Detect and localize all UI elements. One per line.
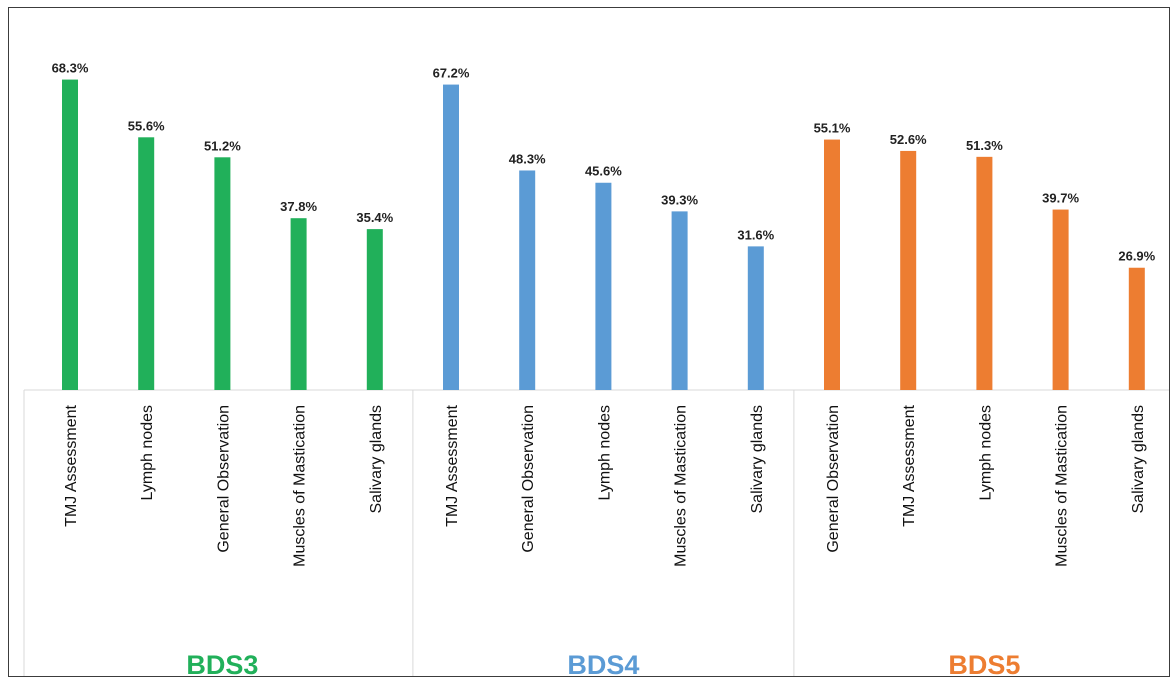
bar (366, 229, 383, 390)
category-label: Muscles of Mastication (673, 405, 690, 567)
category-label: TMJ Assessment (63, 404, 80, 526)
bar (1052, 209, 1069, 390)
bar (290, 218, 307, 390)
data-label: 48.3% (509, 151, 546, 166)
data-label: 39.3% (661, 192, 698, 207)
data-label: 55.6% (128, 118, 165, 133)
category-label: General Observation (825, 405, 842, 553)
group-label: BDS5 (948, 650, 1020, 677)
bar (900, 150, 917, 390)
data-label: 51.2% (204, 138, 241, 153)
category-label: General Observation (215, 405, 232, 553)
category-label: Salivary glands (749, 405, 766, 514)
data-label: 39.7% (1042, 191, 1079, 206)
bar (976, 156, 993, 390)
bar (62, 79, 78, 390)
data-label: 51.3% (966, 138, 1003, 153)
group-label: BDS4 (567, 650, 639, 677)
category-label: Muscles of Mastication (292, 405, 309, 567)
category-label: Lymph nodes (596, 405, 613, 500)
bar (747, 246, 764, 390)
category-label: Salivary glands (1130, 405, 1147, 514)
data-label: 35.4% (356, 210, 393, 225)
category-label: Lymph nodes (977, 405, 994, 500)
data-label: 26.9% (1118, 249, 1155, 264)
data-label: 31.6% (737, 227, 774, 242)
data-label: 55.1% (814, 121, 851, 136)
bar (595, 182, 612, 390)
bar (214, 157, 231, 390)
data-label: 68.3% (52, 61, 89, 76)
data-label: 67.2% (433, 66, 470, 81)
bar (824, 139, 840, 390)
group-label: BDS3 (186, 650, 258, 677)
chart-frame: 68.3% 55.6% 51.2% 37.8% 35.4% 67.2% 48.3% 45.6%… (8, 7, 1170, 677)
bar (443, 84, 459, 391)
category-label: General Observation (520, 405, 537, 553)
bar (138, 137, 155, 390)
bar-chart: 68.3% 55.6% 51.2% 37.8% 35.4% 67.2% 48.3% 45.6%… (23, 61, 1169, 677)
data-label: 45.6% (585, 164, 622, 179)
bar (1128, 267, 1145, 390)
category-label: Lymph nodes (139, 405, 156, 500)
category-label: TMJ Assessment (444, 404, 461, 526)
bar (519, 170, 536, 390)
bar (671, 211, 688, 390)
data-label: 52.6% (890, 132, 927, 147)
data-label: 37.8% (280, 199, 317, 214)
category-label: TMJ Assessment (901, 404, 918, 526)
category-label: Salivary glands (368, 405, 385, 514)
category-label: Muscles of Mastication (1054, 405, 1071, 567)
